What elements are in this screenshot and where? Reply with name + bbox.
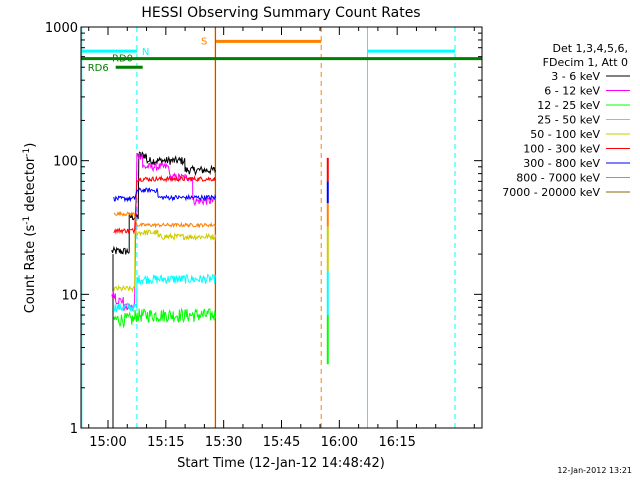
y-tick-label: 100 xyxy=(53,155,78,170)
status-label: RD0 xyxy=(112,54,133,65)
status-label: S xyxy=(201,36,207,47)
status-label: N xyxy=(142,47,149,58)
legend: Det 1,3,4,5,6,FDecim 1, Att 03 - 6 keV 6 … xyxy=(502,42,630,199)
chart-title: HESSI Observing Summary Count Rates xyxy=(141,5,420,21)
series-line xyxy=(113,210,216,229)
y-tick-label: 1000 xyxy=(45,21,78,36)
x-tick-label: 15:00 xyxy=(89,435,126,450)
series-line xyxy=(113,228,217,293)
series-line xyxy=(111,152,215,311)
legend-header: FDecim 1, Att 0 xyxy=(543,56,628,69)
legend-entry-label: 25 - 50 keV xyxy=(537,114,600,127)
series-line xyxy=(113,273,216,313)
series-line xyxy=(113,175,216,235)
x-axis: 15:00 15:15 15:30 15:45 16:00 16:15 xyxy=(88,27,475,450)
x-tick-label: 15:45 xyxy=(263,435,300,450)
legend-entry-label: 800 - 7000 keV xyxy=(516,172,600,185)
x-tick-label: 15:30 xyxy=(205,435,242,450)
legend-header: Det 1,3,4,5,6, xyxy=(552,42,628,55)
series-line xyxy=(111,151,217,255)
status-label: RD6 xyxy=(88,63,109,74)
x-axis-label: Start Time (12-Jan-12 14:48:42) xyxy=(177,456,385,471)
x-tick-label: 16:00 xyxy=(321,435,358,450)
y-axis-label: Count Rate (s-1 detector-1) xyxy=(22,143,38,314)
legend-entry-label: 300 - 800 keV xyxy=(523,157,600,170)
legend-entry-label: 6 - 12 keV xyxy=(544,85,600,98)
y-tick-label: 1 xyxy=(70,422,78,437)
x-tick-label: 16:15 xyxy=(378,435,415,450)
x-tick-label: 15:15 xyxy=(147,435,184,450)
y-tick-label: 10 xyxy=(61,288,78,303)
legend-entry-label: 100 - 300 keV xyxy=(523,143,600,156)
y-axis: 1 10 100 1000 xyxy=(45,21,482,437)
plot-frame xyxy=(80,26,483,429)
series-line xyxy=(113,187,217,203)
legend-entry-label: 50 - 100 keV xyxy=(530,128,600,141)
series-line xyxy=(113,307,216,329)
legend-entry-label: 12 - 25 keV xyxy=(537,99,600,112)
legend-entry-label: 3 - 6 keV xyxy=(551,70,600,83)
plot-area xyxy=(81,27,482,428)
legend-entry-label: 7000 - 20000 keV xyxy=(502,186,600,199)
timestamp: 12-Jan-2012 13:21 xyxy=(557,466,632,475)
